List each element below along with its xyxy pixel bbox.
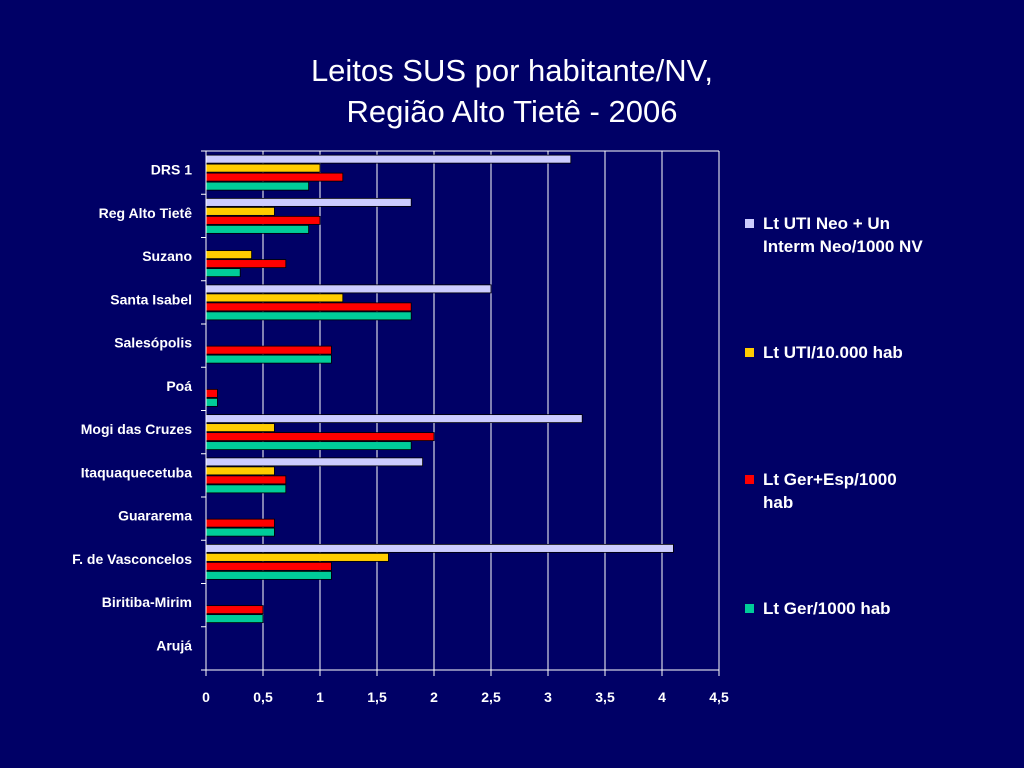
bar (205, 484, 287, 494)
category-label: Salesópolis (114, 335, 192, 351)
category-label: Poá (166, 378, 192, 394)
bar (205, 518, 275, 528)
bar (205, 570, 332, 580)
bar (205, 311, 412, 321)
legend-label: Lt UTI/10.000 hab (763, 343, 903, 362)
category-label: Santa Isabel (110, 291, 192, 307)
bar (205, 259, 287, 269)
bar (205, 181, 309, 191)
chart-title-line1: Leitos SUS por habitante/NV, (310, 53, 714, 88)
legend-label: Lt Ger/1000 hab (763, 599, 891, 618)
bar (205, 388, 218, 398)
bar (205, 250, 252, 260)
legend-swatch (745, 219, 754, 228)
bar (205, 345, 332, 355)
bar (205, 432, 435, 442)
bar (205, 354, 332, 364)
bar (205, 302, 412, 312)
chart-title: Leitos SUS por habitante/NV, Região Alto… (0, 50, 1024, 132)
bar (205, 457, 424, 467)
bar (205, 414, 583, 424)
category-label: Arujá (156, 637, 192, 653)
x-tick-label: 2 (430, 689, 438, 705)
x-tick-label: 1 (316, 689, 324, 705)
legend-label: Lt UTI Neo + Un Interm Neo/1000 NV (763, 214, 923, 256)
plot-background (206, 151, 719, 670)
category-label: Mogi das Cruzes (81, 421, 192, 437)
x-tick-label: 0,5 (253, 689, 273, 705)
bar (205, 215, 321, 225)
bar (205, 561, 332, 571)
x-tick-label: 4,5 (709, 689, 729, 705)
category-label: Suzano (142, 248, 192, 264)
legend-item: Lt Ger/1000 hab (745, 597, 975, 620)
bar (205, 397, 218, 407)
legend-swatch (745, 475, 754, 484)
legend-label: Lt Ger+Esp/1000 hab (763, 470, 897, 512)
bar (205, 441, 412, 451)
bar (205, 284, 492, 294)
bar (205, 172, 344, 182)
category-label: F. de Vasconcelos (72, 551, 192, 567)
category-label: Reg Alto Tietê (99, 205, 193, 221)
bar (205, 466, 275, 476)
chart-title-line2: Região Alto Tietê - 2006 (346, 94, 678, 129)
category-label: Itaquaquecetuba (81, 464, 192, 480)
legend-swatch (745, 348, 754, 357)
legend-swatch (745, 604, 754, 613)
plot-area: DRS 1 Reg Alto Tietê Suzano Santa Isabel Sal… (72, 150, 729, 705)
legend-item: Lt UTI/10.000 hab (745, 341, 975, 364)
x-tick-label: 4 (658, 689, 666, 705)
x-tick-label: 3 (544, 689, 552, 705)
bar (205, 475, 287, 485)
bar (205, 268, 241, 278)
bar (205, 605, 264, 615)
bar (205, 206, 275, 216)
bar (205, 163, 321, 173)
bar (205, 197, 412, 207)
bar (205, 154, 572, 164)
bar (205, 293, 344, 303)
category-label: Biritiba-Mirim (102, 594, 192, 610)
category-label: DRS 1 (151, 162, 192, 178)
legend-item: Lt UTI Neo + Un Interm Neo/1000 NV (745, 212, 975, 258)
category-label: Guararema (118, 508, 192, 524)
bar (205, 527, 275, 537)
bar (205, 423, 275, 433)
bar (205, 543, 674, 553)
x-tick-label: 0 (202, 689, 210, 705)
x-tick-label: 1,5 (367, 689, 387, 705)
bar (205, 224, 309, 234)
bar (205, 614, 264, 624)
bar (205, 552, 389, 562)
x-tick-label: 3,5 (595, 689, 615, 705)
legend-item: Lt Ger+Esp/1000 hab (745, 468, 975, 514)
x-tick-label: 2,5 (481, 689, 501, 705)
